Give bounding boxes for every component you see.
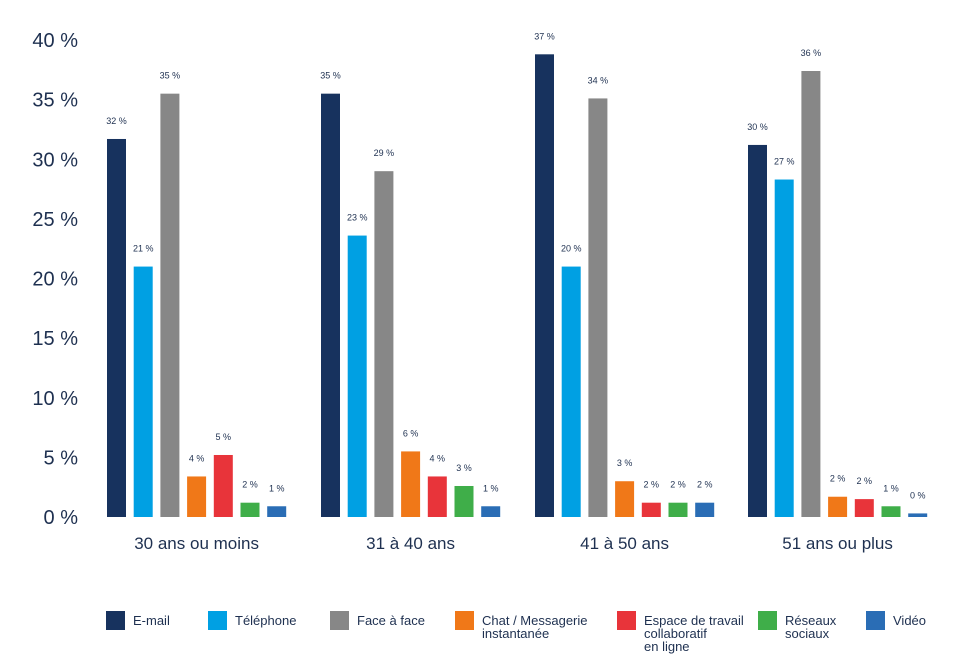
legend-swatch: [455, 611, 474, 630]
bar: [240, 502, 260, 517]
x-category-label: 51 ans ou plus: [782, 534, 893, 553]
data-label: 3 %: [456, 463, 472, 473]
bar: [801, 71, 821, 517]
bar: [454, 485, 474, 517]
bar: [187, 476, 207, 517]
legend-label: Téléphone: [235, 613, 296, 628]
x-category-label: 31 à 40 ans: [366, 534, 455, 553]
data-label: 35 %: [160, 71, 181, 81]
data-label: 6 %: [403, 428, 419, 438]
legend-swatch: [758, 611, 777, 630]
bar: [321, 93, 340, 517]
data-label: 29 %: [374, 148, 395, 158]
data-label: 2 %: [857, 476, 873, 486]
legend-label: Vidéo: [893, 613, 926, 628]
data-label: 20 %: [561, 244, 582, 254]
bar: [854, 499, 874, 517]
data-label: 2 %: [670, 480, 686, 490]
data-label: 32 %: [106, 116, 127, 126]
y-tick-label: 30 %: [32, 149, 78, 171]
bar: [668, 502, 688, 517]
data-label: 4 %: [430, 453, 446, 463]
data-label: 37 %: [534, 31, 555, 41]
bar: [615, 481, 635, 517]
data-label: 2 %: [644, 480, 660, 490]
bar: [774, 179, 794, 517]
y-tick-label: 15 %: [32, 328, 78, 350]
legend-swatch: [208, 611, 227, 630]
bar: [748, 144, 767, 517]
bar: [695, 502, 715, 517]
data-label: 36 %: [801, 48, 822, 58]
data-label: 3 %: [617, 458, 633, 468]
x-category-label: 41 à 50 ans: [580, 534, 669, 553]
bar: [908, 513, 928, 517]
y-tick-label: 10 %: [32, 388, 78, 410]
legend-swatch: [866, 611, 885, 630]
data-label: 30 %: [747, 122, 768, 132]
data-label: 35 %: [320, 71, 341, 81]
y-tick-label: 0 %: [44, 507, 79, 529]
bar: [881, 506, 901, 517]
data-label: 5 %: [216, 432, 232, 442]
bar: [267, 506, 287, 517]
y-tick-label: 5 %: [44, 447, 79, 469]
legend-swatch: [617, 611, 636, 630]
y-tick-label: 20 %: [32, 269, 78, 291]
x-category-label: 30 ans ou moins: [134, 534, 259, 553]
bar: [427, 476, 447, 517]
data-label: 4 %: [189, 453, 205, 463]
bar: [107, 138, 126, 518]
data-label: 23 %: [347, 213, 368, 223]
data-label: 1 %: [269, 483, 285, 493]
bar: [133, 266, 153, 517]
bar: [481, 506, 501, 517]
data-label: 1 %: [883, 483, 899, 493]
bar: [401, 451, 421, 517]
y-tick-label: 25 %: [32, 209, 78, 231]
y-tick-label: 35 %: [32, 90, 78, 112]
legend-swatch: [106, 611, 125, 630]
y-tick-label: 40 %: [32, 30, 78, 52]
legend-label: Face à face: [357, 613, 425, 628]
legend-label: Espace de travail collaboratif en ligne: [644, 613, 744, 654]
bar: [561, 266, 581, 517]
bar: [828, 496, 848, 517]
data-label: 2 %: [697, 480, 713, 490]
data-label: 0 %: [910, 490, 926, 500]
bar: [374, 171, 394, 518]
bar: [213, 454, 233, 517]
legend-label: Réseaux sociaux: [785, 613, 837, 641]
legend-label: E-mail: [133, 613, 170, 628]
bar: [160, 93, 180, 517]
data-label: 2 %: [830, 474, 846, 484]
data-label: 27 %: [774, 157, 795, 167]
data-label: 1 %: [483, 483, 499, 493]
bar: [641, 502, 661, 517]
legend-swatch: [330, 611, 349, 630]
bar: [588, 98, 608, 518]
data-label: 21 %: [133, 244, 154, 254]
bar: [347, 235, 367, 517]
data-label: 2 %: [242, 480, 258, 490]
data-label: 34 %: [588, 75, 609, 85]
legend-label: Chat / Messagerie instantanée: [482, 613, 588, 641]
bar: [535, 54, 554, 518]
